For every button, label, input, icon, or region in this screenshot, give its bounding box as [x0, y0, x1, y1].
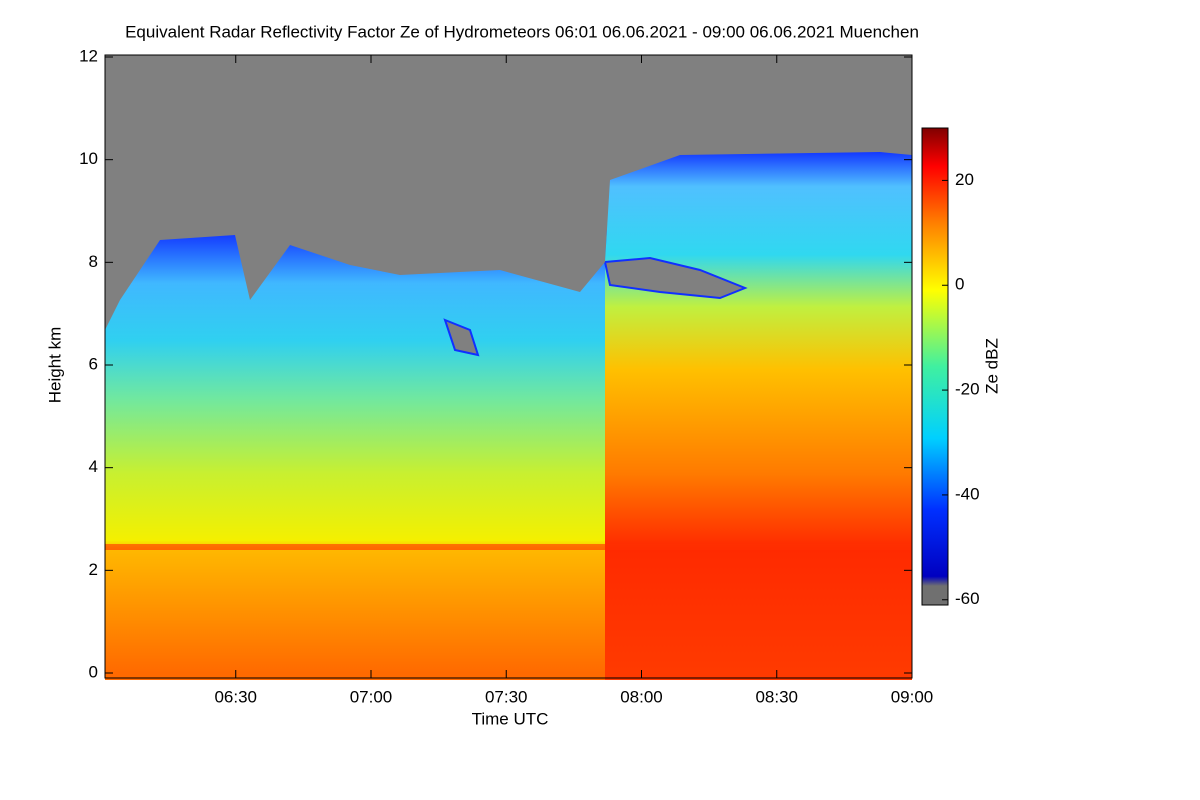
x-tick-label: 08:30	[755, 687, 798, 706]
y-tick-label: 8	[89, 252, 98, 271]
y-tick-label: 4	[89, 457, 98, 476]
y-axis-label: Height km	[45, 327, 64, 404]
x-tick-label: 08:00	[620, 687, 663, 706]
colorbar-tick-label: -20	[955, 380, 980, 399]
colorbar-tick-label: -40	[955, 484, 980, 503]
colorbar-label: Ze dBZ	[982, 338, 1001, 394]
plot-frame	[104, 54, 913, 679]
colorbar	[921, 127, 949, 606]
x-tick-label: 06:30	[214, 687, 257, 706]
x-axis-label: Time UTC	[472, 709, 549, 728]
y-tick-label: 10	[79, 149, 98, 168]
colorbar-tick-label: -60	[955, 589, 980, 608]
x-tick-label: 07:00	[350, 687, 393, 706]
x-tick-label: 09:00	[891, 687, 934, 706]
chart-title: Equivalent Radar Reflectivity Factor Ze …	[125, 22, 919, 41]
y-tick-label: 6	[89, 354, 98, 373]
y-tick-label: 12	[79, 46, 98, 65]
colorbar-tick-label: 0	[955, 275, 964, 294]
y-tick-label: 2	[89, 560, 98, 579]
y-tick-label: 0	[89, 662, 98, 681]
colorbar-tick-label: 20	[955, 170, 974, 189]
x-tick-label: 07:30	[485, 687, 528, 706]
